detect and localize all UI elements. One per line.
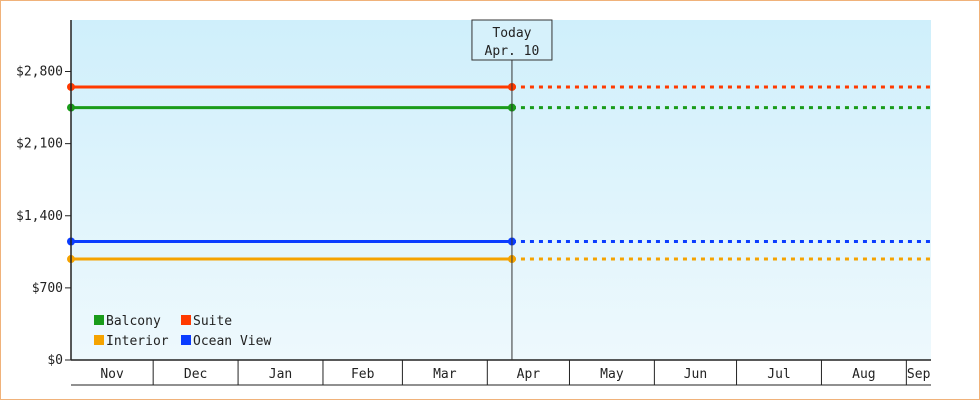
y-tick-label: $2,100 [16, 137, 63, 152]
legend-swatch [181, 335, 191, 345]
legend-label: Suite [193, 314, 232, 329]
y-tick-label: $2,800 [16, 65, 63, 80]
today-label-box [471, 19, 553, 61]
x-tick-label: Apr [517, 367, 541, 382]
x-tick-label: May [600, 367, 624, 382]
legend-label: Ocean View [193, 334, 271, 349]
x-tick-label: Jul [767, 367, 790, 382]
y-tick-label: $700 [32, 281, 63, 296]
x-tick-label: Dec [184, 367, 207, 382]
legend-label: Balcony [106, 314, 161, 329]
legend-swatch [94, 315, 104, 325]
today-label-date: Apr. 10 [485, 44, 540, 59]
plot-area [71, 20, 931, 360]
x-tick-label: Feb [351, 367, 375, 382]
x-tick-label: Jan [269, 367, 292, 382]
legend-swatch [181, 315, 191, 325]
x-tick-label: Nov [100, 367, 124, 382]
x-tick-label: Mar [433, 367, 457, 382]
y-tick-label: $1,400 [16, 209, 63, 224]
today-label-title: Today [492, 26, 531, 41]
x-tick-label: Sep [907, 367, 931, 382]
y-tick-label: $0 [47, 353, 63, 368]
legend-label: Interior [106, 334, 169, 349]
x-tick-label: Jun [684, 367, 707, 382]
x-tick-label: Aug [852, 367, 875, 382]
legend-swatch [94, 335, 104, 345]
